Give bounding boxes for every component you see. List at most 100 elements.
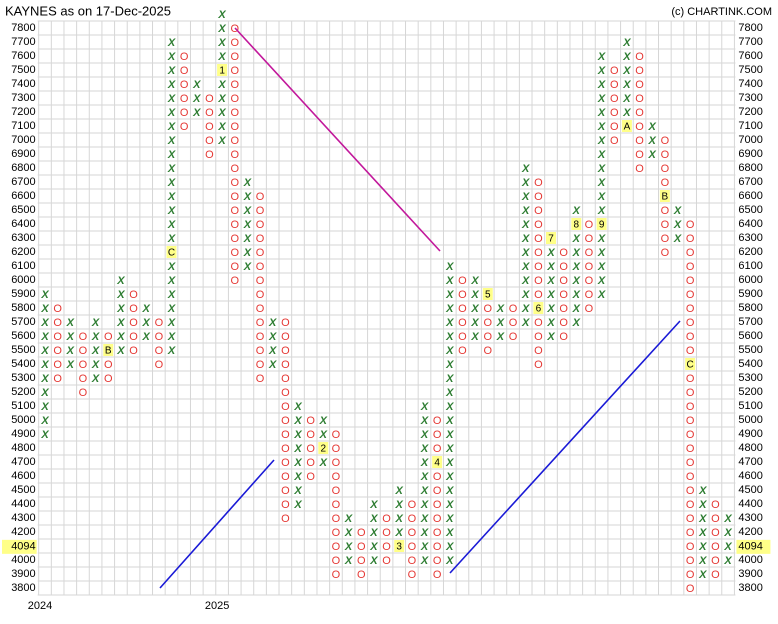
- month-marker: B: [105, 346, 112, 357]
- x-box: X: [521, 303, 530, 315]
- x-box: X: [445, 485, 454, 497]
- x-box: X: [445, 373, 454, 385]
- o-box: O: [534, 331, 543, 343]
- x-box: X: [521, 261, 530, 273]
- x-box: X: [192, 107, 201, 119]
- pnf-column: OOO: [509, 303, 518, 343]
- y-tick-label: 6800: [11, 162, 35, 174]
- o-box: O: [104, 359, 113, 371]
- o-box: O: [53, 331, 62, 343]
- x-box: X: [597, 289, 606, 301]
- o-box: O: [661, 163, 670, 175]
- x-box: X: [445, 499, 454, 511]
- o-box: O: [661, 177, 670, 189]
- x-box: X: [293, 457, 302, 469]
- o-box: O: [686, 345, 695, 357]
- o-box: O: [129, 317, 138, 329]
- x-box: X: [445, 415, 454, 427]
- x-box: X: [167, 345, 176, 357]
- o-box: O: [256, 331, 265, 343]
- o-box: O: [180, 93, 189, 105]
- o-box: O: [230, 107, 239, 119]
- o-box: O: [306, 457, 315, 469]
- month-marker-bg: [318, 442, 329, 454]
- y-tick-label-right: 4000: [738, 554, 762, 566]
- x-box: X: [622, 107, 631, 119]
- o-box: O: [534, 219, 543, 231]
- o-box: O: [357, 555, 366, 567]
- o-box: O: [230, 233, 239, 245]
- x-box: X: [470, 331, 479, 343]
- pnf-column: XXX: [192, 79, 201, 119]
- month-marker: 5: [485, 290, 491, 301]
- x-box: X: [597, 135, 606, 147]
- o-box: O: [433, 513, 442, 525]
- x-box: X: [142, 303, 151, 315]
- o-box: O: [53, 359, 62, 371]
- x-box: X: [622, 79, 631, 91]
- o-box: O: [635, 93, 644, 105]
- y-tick-label-right: 4500: [738, 484, 762, 496]
- month-marker: 4: [434, 458, 440, 469]
- o-box: O: [281, 499, 290, 511]
- o-box: O: [79, 359, 88, 371]
- x-box: X: [445, 261, 454, 273]
- x-box: X: [167, 79, 176, 91]
- o-box: O: [686, 429, 695, 441]
- y-tick-label: 5600: [11, 330, 35, 342]
- o-box: O: [129, 303, 138, 315]
- o-box: O: [332, 471, 341, 483]
- y-tick-label-right: 4400: [738, 498, 762, 510]
- x-year-label: 2024: [28, 600, 52, 612]
- o-box: O: [306, 429, 315, 441]
- x-box: X: [698, 541, 707, 553]
- o-box: O: [433, 415, 442, 427]
- o-box: O: [534, 233, 543, 245]
- o-box: O: [256, 205, 265, 217]
- y-tick-label: 6500: [11, 204, 35, 216]
- o-box: O: [534, 261, 543, 273]
- o-box: O: [433, 443, 442, 455]
- x-box: X: [116, 275, 125, 287]
- o-box: O: [559, 261, 568, 273]
- o-box: O: [332, 541, 341, 553]
- x-box: X: [268, 345, 277, 357]
- x-box: X: [521, 317, 530, 329]
- x-box: X: [597, 275, 606, 287]
- x-box: X: [622, 93, 631, 105]
- y-tick-label: 6300: [11, 232, 35, 244]
- x-box: X: [597, 121, 606, 133]
- x-box: X: [597, 163, 606, 175]
- y-tick-label: 6700: [11, 176, 35, 188]
- o-box: O: [332, 513, 341, 525]
- x-box: X: [395, 527, 404, 539]
- o-box: O: [534, 317, 543, 329]
- trend-line: [159, 459, 275, 589]
- o-box: O: [408, 569, 417, 581]
- o-box: O: [79, 345, 88, 357]
- o-box: O: [256, 303, 265, 315]
- x-box: X: [167, 107, 176, 119]
- x-box: X: [420, 457, 429, 469]
- x-box: X: [243, 219, 252, 231]
- o-box: O: [281, 317, 290, 329]
- x-box: X: [66, 317, 75, 329]
- x-box: X: [597, 107, 606, 119]
- o-box: O: [332, 457, 341, 469]
- o-box: O: [635, 149, 644, 161]
- y-tick-label-right: 4200: [738, 526, 762, 538]
- x-box: X: [572, 261, 581, 273]
- o-box: O: [332, 569, 341, 581]
- y-tick-label: 5900: [11, 288, 35, 300]
